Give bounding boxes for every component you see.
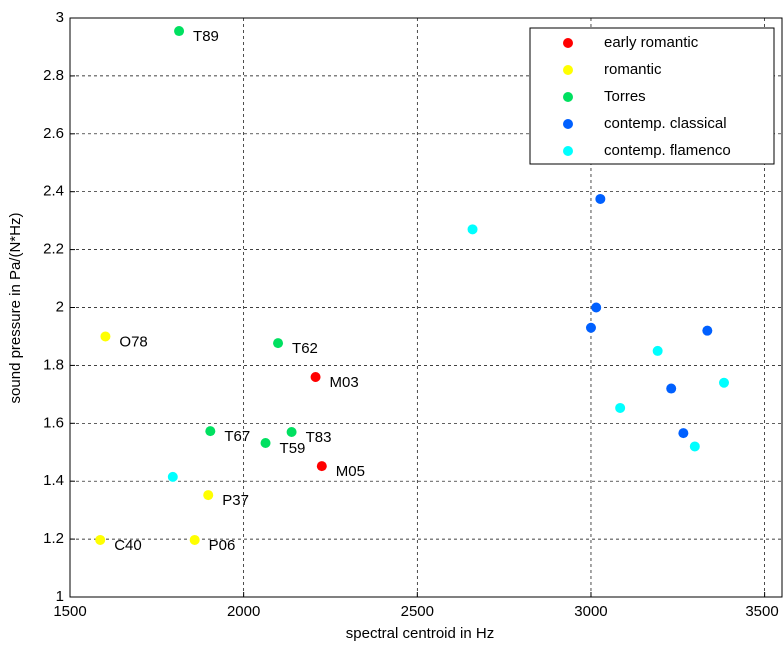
point	[205, 426, 216, 437]
point	[689, 441, 700, 452]
point	[203, 490, 214, 501]
legend-label: contemp. classical	[604, 115, 727, 132]
point	[678, 428, 689, 439]
legend-marker	[563, 146, 573, 156]
y-tick-label: 2.4	[43, 183, 64, 200]
y-tick-label: 2.2	[43, 241, 64, 258]
legend-marker	[563, 65, 573, 75]
x-tick-label: 2000	[227, 603, 260, 620]
legend-marker	[563, 38, 573, 48]
point	[652, 345, 663, 356]
point	[310, 371, 321, 382]
y-axis-title: sound pressure in Pa/(N*Hz)	[7, 213, 24, 404]
point-label: T83	[306, 429, 332, 446]
point	[595, 193, 606, 204]
point	[591, 302, 602, 313]
y-tick-label: 1.6	[43, 414, 64, 431]
y-tick-label: 1.8	[43, 356, 64, 373]
y-tick-label: 1	[56, 588, 64, 605]
legend-label: romantic	[604, 61, 662, 78]
point-label: T67	[224, 428, 250, 445]
y-tick-label: 2.8	[43, 67, 64, 84]
point	[260, 437, 271, 448]
point-label: P37	[222, 492, 249, 509]
point-label: P06	[209, 537, 236, 554]
point-label: T89	[193, 28, 219, 45]
point-label: C40	[114, 537, 142, 554]
point	[286, 426, 297, 437]
point	[167, 471, 178, 482]
y-tick-label: 3	[56, 9, 64, 26]
y-tick-label: 2.6	[43, 125, 64, 142]
point-label: M03	[330, 374, 359, 391]
point-label: M05	[336, 463, 365, 480]
point	[467, 224, 478, 235]
point	[585, 322, 596, 333]
legend-label: Torres	[604, 88, 646, 105]
point	[718, 377, 729, 388]
x-tick-label: 3500	[745, 603, 778, 620]
y-tick-label: 1.4	[43, 472, 64, 489]
point-label: O78	[119, 333, 147, 350]
legend-marker	[563, 92, 573, 102]
legend-marker	[563, 119, 573, 129]
point	[316, 461, 327, 472]
y-tick-label: 2	[56, 298, 64, 315]
point-label: T59	[280, 440, 306, 457]
point	[273, 338, 284, 349]
x-tick-label: 1500	[53, 603, 86, 620]
point	[666, 383, 677, 394]
legend-label: contemp. flamenco	[604, 142, 731, 159]
legend-label: early romantic	[604, 34, 699, 51]
y-tick-label: 1.2	[43, 530, 64, 547]
point	[174, 26, 185, 37]
point	[100, 331, 111, 342]
point	[189, 534, 200, 545]
point	[702, 325, 713, 336]
point	[615, 402, 626, 413]
x-tick-label: 2500	[401, 603, 434, 620]
x-axis-title: spectral centroid in Hz	[346, 625, 494, 642]
plot-frame	[69, 17, 783, 598]
x-tick-label: 3000	[574, 603, 607, 620]
point	[95, 534, 106, 545]
point-label: T62	[292, 340, 318, 357]
